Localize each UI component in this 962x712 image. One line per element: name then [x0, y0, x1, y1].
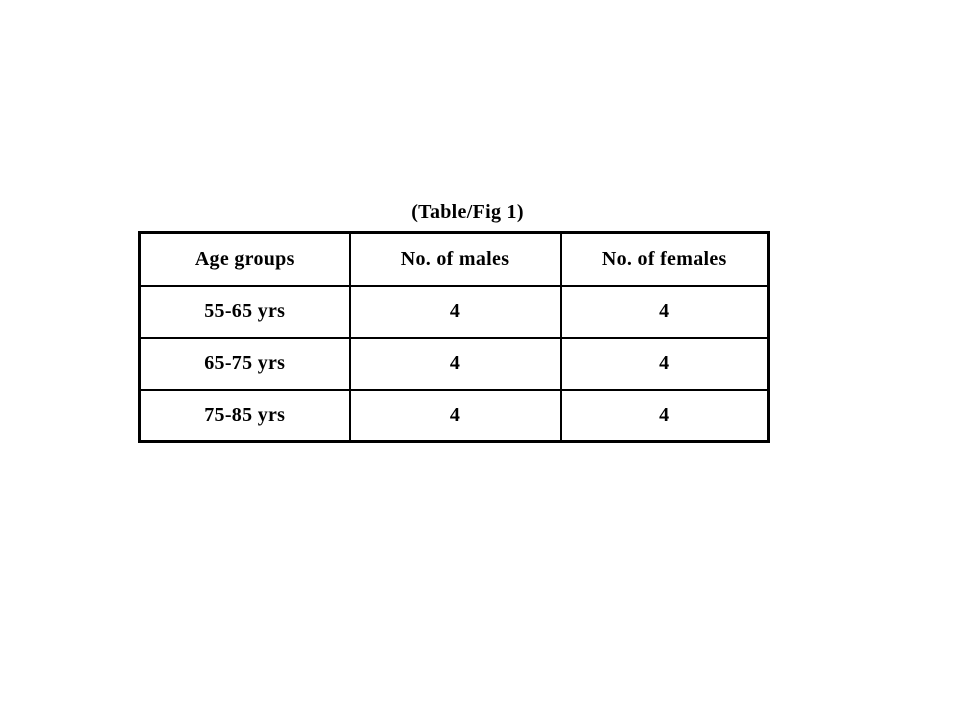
- cell-age-group: 55-65 yrs: [138, 284, 351, 339]
- cell-females-count: 4: [559, 336, 770, 391]
- column-header-age-groups: Age groups: [138, 231, 351, 287]
- cell-age-group: 65-75 yrs: [138, 336, 351, 391]
- cell-females-count: 4: [559, 388, 770, 443]
- cell-females-count: 4: [559, 284, 770, 339]
- cell-males-count: 4: [348, 388, 562, 443]
- header-row: Age groups No. of males No. of females: [138, 231, 770, 287]
- table-row: 75-85 yrs 4 4: [138, 388, 770, 443]
- column-header-no-of-males: No. of males: [348, 231, 562, 287]
- data-table: Age groups No. of males No. of females 5…: [138, 231, 770, 443]
- cell-males-count: 4: [348, 336, 562, 391]
- cell-males-count: 4: [348, 284, 562, 339]
- cell-age-group: 75-85 yrs: [138, 388, 351, 443]
- figure-title: (Table/Fig 1): [411, 201, 524, 223]
- table-row: 65-75 yrs 4 4: [138, 336, 770, 391]
- column-header-no-of-females: No. of females: [559, 231, 770, 287]
- table-row: 55-65 yrs 4 4: [138, 284, 770, 339]
